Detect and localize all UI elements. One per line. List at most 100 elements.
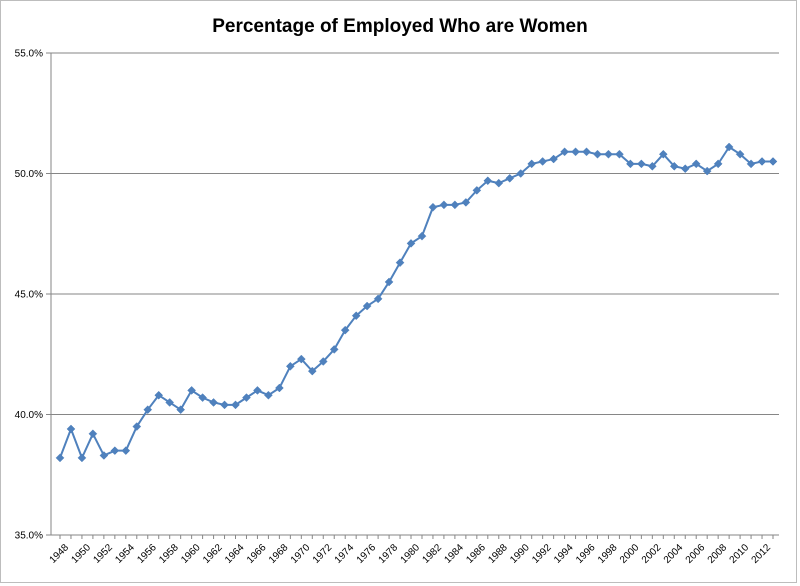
data-point (318, 357, 328, 366)
x-tick-label: 1976 (355, 542, 379, 566)
data-point (428, 202, 438, 212)
axes (46, 52, 779, 539)
x-tick-label: 1998 (596, 542, 620, 566)
data-point (724, 142, 734, 152)
series-line (59, 145, 773, 459)
data-point (88, 429, 98, 439)
x-tick-label: 1958 (157, 542, 181, 566)
data-point (604, 149, 613, 159)
data-point (220, 400, 229, 410)
y-tick-label: 45.0% (15, 290, 43, 301)
data-point (66, 424, 76, 434)
data-point (669, 161, 679, 171)
x-tick-label: 1950 (69, 542, 93, 566)
data-point (198, 393, 207, 402)
data-point (691, 159, 701, 169)
data-point (406, 239, 416, 248)
x-tick-label: 1992 (530, 542, 554, 566)
data-point (77, 453, 87, 463)
data-point (275, 383, 284, 393)
data-point (571, 147, 580, 157)
data-point (307, 366, 317, 376)
data-point (538, 157, 547, 166)
x-tick-label: 1956 (135, 542, 159, 566)
data-point (99, 451, 109, 460)
x-tick-label: 1986 (464, 542, 488, 566)
data-point (450, 200, 460, 210)
data-point (626, 159, 635, 169)
data-point (461, 198, 471, 207)
data-point (121, 446, 131, 456)
x-tick-label: 1978 (377, 542, 401, 566)
data-point (593, 149, 602, 159)
x-tick-label: 2006 (684, 542, 708, 566)
data-point (516, 169, 526, 178)
y-tick-label: 50.0% (15, 169, 43, 180)
data-point (329, 345, 339, 354)
data-point (647, 161, 657, 171)
x-tick-label: 1988 (486, 542, 510, 566)
data-point (417, 231, 427, 241)
data-point (680, 164, 690, 174)
data-point (373, 294, 383, 304)
x-tick-label: 2012 (750, 542, 774, 566)
data-point (286, 361, 295, 371)
y-tick-label: 55.0% (15, 49, 43, 60)
data-point (483, 176, 493, 186)
data-point (757, 157, 767, 166)
data-point (362, 301, 372, 311)
x-tick-label: 1962 (201, 542, 225, 566)
y-tick-label: 35.0% (15, 531, 43, 542)
data-point (615, 149, 624, 159)
data-point (713, 159, 723, 169)
data-point (176, 405, 186, 415)
data-point (702, 166, 712, 176)
data-point (439, 200, 449, 210)
x-tick-label: 1994 (552, 542, 576, 566)
data-point (351, 311, 361, 321)
data-point (494, 178, 504, 188)
x-tick-label: 2004 (662, 542, 686, 566)
data-point (55, 453, 65, 463)
y-tick-label: 40.0% (15, 410, 43, 421)
x-tick-label: 1980 (399, 542, 423, 566)
x-tick-labels: 1948195019521954195619581960196219641966… (48, 542, 774, 566)
data-point (472, 186, 482, 195)
x-tick-label: 1968 (267, 542, 291, 566)
data-point (253, 386, 262, 395)
series-group (55, 142, 778, 463)
x-tick-label: 1952 (91, 542, 115, 566)
data-point (209, 398, 218, 407)
x-tick-label: 1982 (421, 542, 445, 566)
y-tick-labels: 35.0% 40.0% 45.0% 50.0% 55.0% (15, 49, 43, 542)
data-point (340, 325, 350, 335)
data-point (768, 157, 778, 166)
data-point (143, 405, 153, 415)
x-tick-label: 2010 (728, 542, 752, 566)
data-point (154, 390, 164, 400)
data-point (527, 159, 537, 169)
x-tick-label: 1966 (245, 542, 269, 566)
x-tick-label: 1990 (508, 542, 532, 566)
x-tick-label: 1974 (333, 542, 357, 566)
data-point (637, 159, 646, 169)
data-point (395, 258, 405, 268)
data-point (165, 398, 175, 407)
data-point (231, 400, 240, 410)
data-point (384, 277, 394, 287)
x-tick-label: 2008 (706, 542, 730, 566)
data-point (187, 386, 196, 395)
x-tick-label: 1960 (179, 542, 203, 566)
x-tick-label: 1954 (113, 542, 137, 566)
x-tick-label: 1970 (289, 542, 313, 566)
grid-lines (51, 52, 779, 536)
data-point (582, 147, 591, 157)
data-point (132, 422, 142, 431)
x-tick-label: 1996 (574, 542, 598, 566)
data-point (549, 154, 558, 164)
chart-title: Percentage of Employed Who are Women (212, 16, 588, 37)
x-tick-label: 1984 (442, 542, 466, 566)
data-point (110, 446, 120, 456)
